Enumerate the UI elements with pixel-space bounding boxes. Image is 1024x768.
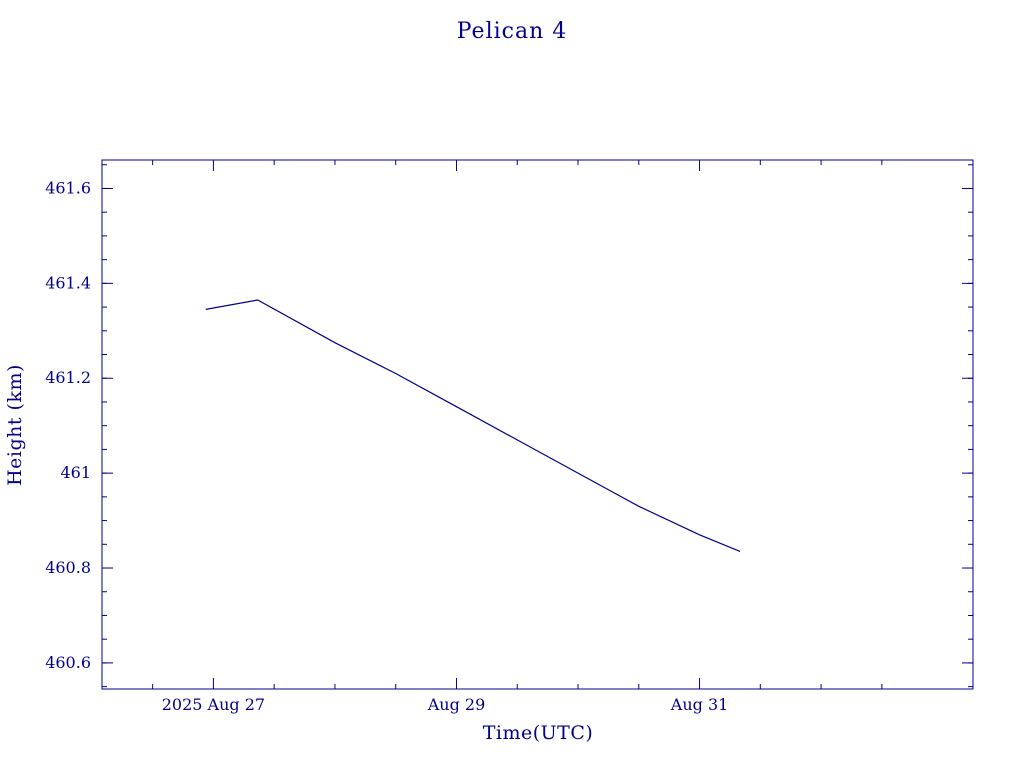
y-tick-label: 461 — [60, 463, 91, 482]
x-tick-labels: 2025 Aug 27 Aug 29 Aug 31 — [162, 695, 729, 714]
plot-frame — [101, 159, 974, 690]
x-tick-label: 2025 Aug 27 — [162, 695, 265, 714]
y-tick-label: 460.8 — [45, 558, 91, 577]
x-axis-label: Time(UTC) — [483, 722, 594, 744]
height-series-line — [205, 299, 741, 552]
y-tick-label: 461.2 — [45, 368, 91, 387]
x-tick-label: Aug 29 — [427, 695, 486, 714]
y-axis-label: Height (km) — [4, 364, 26, 486]
x-tick-label: Aug 31 — [670, 695, 729, 714]
axis-ticks — [102, 160, 973, 689]
y-tick-label: 461.6 — [45, 178, 91, 197]
y-tick-labels: 460.6 460.8 461 461.2 461.4 461.6 — [45, 178, 91, 671]
y-tick-label: 460.6 — [45, 653, 91, 672]
y-tick-label: 461.4 — [45, 273, 91, 292]
chart-title: Pelican 4 — [457, 19, 568, 44]
